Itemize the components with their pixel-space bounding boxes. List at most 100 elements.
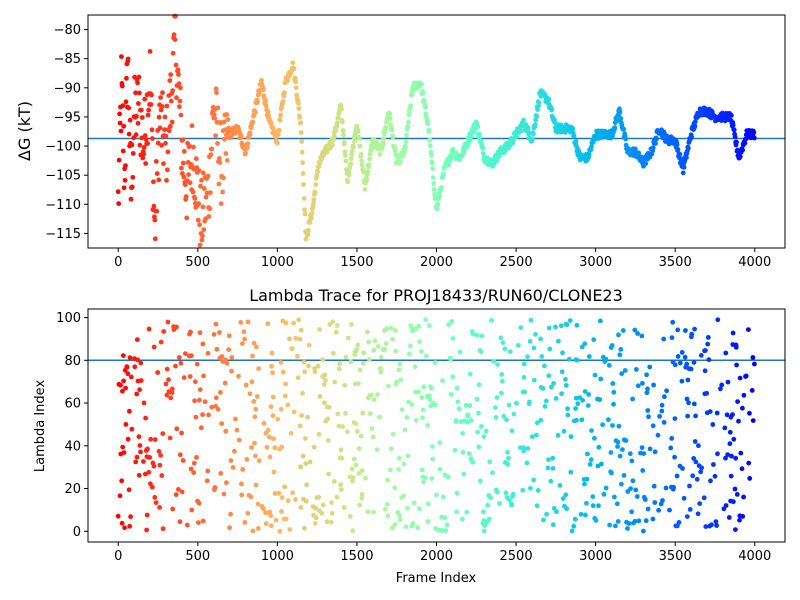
lambda-point bbox=[423, 317, 429, 323]
lambda-point bbox=[273, 517, 279, 523]
lambda-point bbox=[627, 451, 633, 457]
lambda-point bbox=[429, 476, 435, 481]
lambda-point bbox=[588, 457, 594, 463]
lambda-point bbox=[204, 478, 210, 484]
lambda-point bbox=[615, 439, 621, 445]
lambda-point bbox=[120, 353, 126, 358]
delta-g-point bbox=[342, 149, 348, 155]
lambda-point bbox=[714, 410, 720, 416]
delta-g-point bbox=[167, 78, 173, 83]
lambda-point bbox=[505, 461, 511, 467]
delta-g-point bbox=[170, 50, 176, 56]
lambda-point bbox=[298, 464, 303, 470]
lambda-point bbox=[233, 416, 238, 422]
delta-g-point bbox=[334, 123, 340, 129]
lambda-point bbox=[460, 431, 465, 436]
lambda-point bbox=[301, 359, 307, 365]
lambda-point bbox=[158, 339, 164, 345]
lambda-point bbox=[397, 361, 403, 367]
lambda-y-tick-label: 80 bbox=[64, 354, 81, 369]
lambda-point bbox=[296, 317, 302, 323]
lambda-point bbox=[645, 408, 651, 413]
lambda-point bbox=[702, 368, 708, 374]
lambda-point bbox=[691, 456, 697, 461]
lambda-point bbox=[644, 390, 650, 396]
delta-g-point bbox=[141, 151, 147, 157]
lambda-point bbox=[305, 414, 310, 420]
lambda-point bbox=[571, 523, 577, 529]
lambda-point bbox=[662, 394, 667, 400]
delta-g-point bbox=[296, 101, 301, 106]
lambda-point bbox=[521, 448, 527, 454]
lambda-point bbox=[493, 405, 498, 410]
delta-g-point bbox=[167, 123, 173, 129]
lambda-point bbox=[371, 347, 377, 353]
lambda-point bbox=[317, 394, 323, 399]
lambda-point bbox=[217, 330, 222, 335]
delta-g-point bbox=[189, 123, 195, 129]
lambda-point bbox=[423, 475, 428, 481]
lambda-point bbox=[360, 361, 366, 366]
lambda-point bbox=[443, 528, 449, 533]
lambda-point bbox=[565, 406, 570, 412]
delta-g-point bbox=[158, 95, 164, 100]
lambda-point bbox=[211, 332, 217, 337]
lambda-point bbox=[695, 511, 701, 517]
delta-g-point bbox=[340, 119, 345, 125]
lambda-point bbox=[226, 347, 232, 352]
lambda-point bbox=[352, 456, 357, 462]
delta-g-point bbox=[196, 168, 202, 174]
delta-g-point bbox=[199, 177, 204, 183]
delta-g-point bbox=[275, 131, 281, 137]
lambda-point bbox=[222, 380, 228, 386]
lambda-point bbox=[146, 326, 152, 332]
lambda-point bbox=[338, 447, 344, 453]
lambda-point bbox=[615, 519, 621, 524]
lambda-point bbox=[592, 372, 598, 378]
lambda-point bbox=[119, 478, 125, 484]
delta-g-point bbox=[293, 79, 298, 85]
lambda-point bbox=[269, 363, 274, 369]
delta-g-point bbox=[130, 174, 136, 180]
delta-g-point bbox=[213, 133, 219, 139]
lambda-point bbox=[566, 356, 572, 362]
delta-g-point bbox=[125, 56, 131, 62]
lambda-point bbox=[593, 518, 599, 523]
delta-g-point bbox=[149, 127, 155, 133]
lambda-point bbox=[398, 377, 404, 383]
lambda-point bbox=[689, 331, 695, 337]
lambda-y-tick-label: 100 bbox=[56, 311, 81, 326]
lambda-point bbox=[244, 457, 250, 462]
delta-g-point bbox=[381, 136, 386, 142]
delta-g-point bbox=[119, 83, 125, 89]
lambda-x-tick-label: 500 bbox=[185, 549, 210, 564]
lambda-point bbox=[117, 493, 123, 499]
lambda-point bbox=[457, 349, 463, 355]
lambda-point bbox=[437, 466, 443, 472]
delta-g-point bbox=[398, 158, 403, 164]
lambda-point bbox=[354, 429, 360, 434]
lambda-point bbox=[197, 330, 203, 336]
lambda-point bbox=[205, 350, 211, 356]
lambda-point bbox=[488, 495, 493, 501]
delta-g-x-tick-label: 4000 bbox=[738, 255, 771, 270]
lambda-point bbox=[306, 342, 312, 348]
lambda-point bbox=[614, 501, 620, 507]
lambda-point bbox=[227, 525, 233, 531]
lambda-point bbox=[334, 323, 340, 328]
delta-g-point bbox=[212, 115, 218, 121]
lambda-point bbox=[196, 520, 201, 525]
delta-g-point bbox=[437, 193, 443, 199]
lambda-point bbox=[639, 445, 645, 450]
lambda-point bbox=[302, 525, 307, 531]
delta-g-point bbox=[343, 152, 348, 158]
lambda-point bbox=[338, 487, 344, 492]
delta-g-point bbox=[191, 144, 196, 150]
lambda-point bbox=[554, 509, 559, 515]
delta-g-point bbox=[166, 128, 172, 134]
lambda-point bbox=[388, 467, 393, 473]
lambda-point bbox=[212, 485, 218, 490]
delta-g-point bbox=[142, 96, 148, 102]
lambda-point bbox=[191, 460, 197, 466]
lambda-point bbox=[328, 519, 334, 525]
